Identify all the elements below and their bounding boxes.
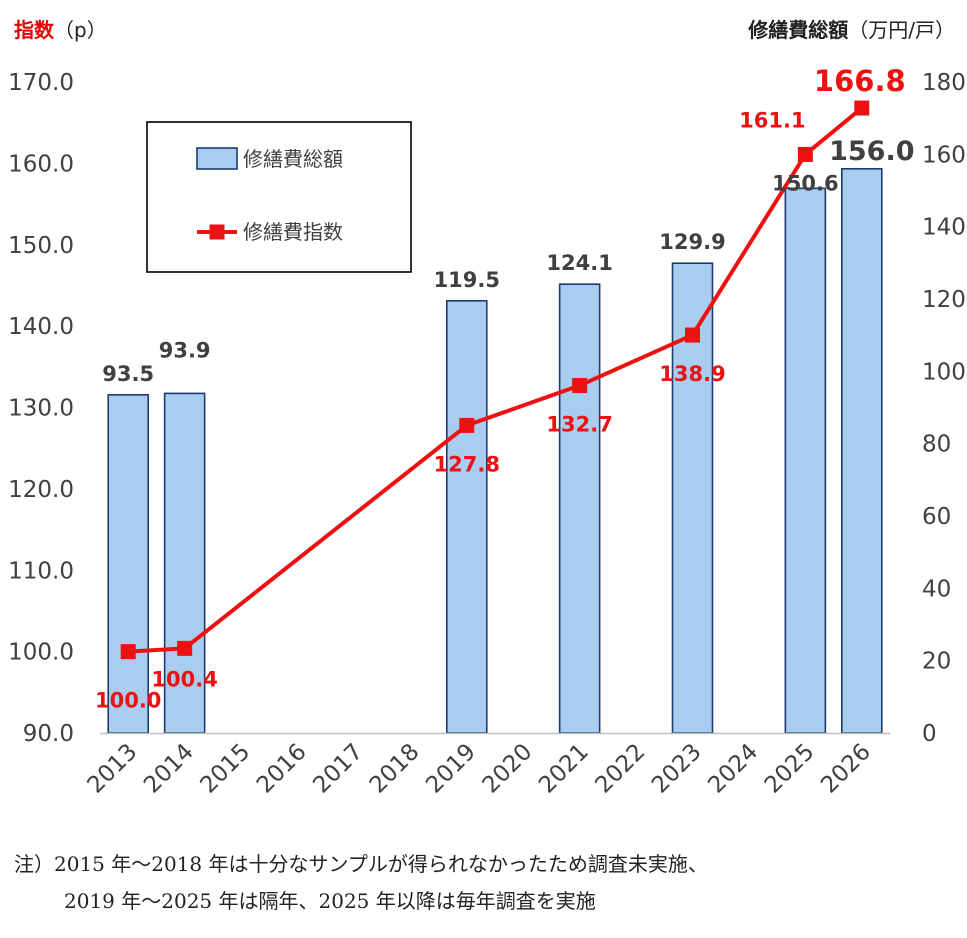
index-point-2026 [854,100,870,116]
x-tick-label-2016: 2016 [252,739,312,799]
right-axis-title: 修繕費総額（万円/戸） [748,18,955,42]
bar-value-label-2021: 124.1 [546,251,612,275]
right-tick-label: 120 [922,287,966,313]
bar-2019 [445,300,488,734]
x-tick-label-2022: 2022 [591,739,651,799]
left-tick-label: 170.0 [8,70,74,96]
legend-box [146,121,412,273]
index-value-label-2013: 100.0 [95,689,161,713]
bar-2025 [784,187,827,734]
bar-value-label-2013: 93.5 [102,362,154,386]
x-tick-label-2013: 2013 [83,739,143,799]
index-value-label-2019: 127.8 [434,452,500,476]
combo-chart: 90.0 100.0 110.0 120.0 130.0 140.0 150.0 160.0 1… [8,64,966,799]
bar-2021 [558,283,601,734]
right-tick-label: 100 [922,359,966,385]
legend-line-label: 修繕費指数 [243,220,343,244]
right-tick-label: 180 [922,70,966,96]
legend-line-marker [209,224,225,240]
index-value-label-2026: 166.8 [814,64,906,98]
footnote-line-1: 注）2015 年〜2018 年は十分なサンプルが得られなかったため調査未実施、 [14,852,708,876]
left-axis-title: 指数（p） [14,18,107,42]
left-tick-label: 140.0 [8,314,74,340]
x-tick-label-2014: 2014 [139,739,199,799]
x-tick-label-2023: 2023 [647,739,707,799]
index-value-label-2025: 161.1 [739,108,805,132]
left-tick-label: 130.0 [8,396,74,422]
x-tick-label-2015: 2015 [196,739,256,799]
right-tick-label: 40 [922,576,951,602]
bar-value-label-2023: 129.9 [659,230,725,254]
x-tick-label-2025: 2025 [760,739,820,799]
bar-2026 [840,168,883,734]
x-tick-label-2020: 2020 [478,739,538,799]
bar-2013 [107,394,150,734]
left-tick-label: 120.0 [8,477,74,503]
bar-value-label-2026: 156.0 [829,136,914,167]
index-point-2014 [177,640,193,656]
right-tick-label: 80 [922,432,951,458]
legend-bar-label: 修繕費総額 [243,147,343,171]
bar-2014 [163,392,206,734]
left-tick-label: 90.0 [23,721,74,747]
x-tick-label-2017: 2017 [308,739,368,799]
right-tick-label: 160 [922,142,966,168]
left-tick-label: 110.0 [8,558,74,584]
right-tick-label: 140 [922,215,966,241]
bar-value-label-2019: 119.5 [434,268,500,292]
index-point-2025 [797,146,813,162]
footnote: 注）2015 年〜2018 年は十分なサンプルが得られなかったため調査未実施、 … [14,846,708,920]
footnote-line-2: 2019 年〜2025 年は隔年、2025 年以降は毎年調査を実施 [64,889,596,913]
index-point-2019 [459,417,475,433]
right-tick-label: 20 [922,649,951,675]
bar-value-label-2014: 93.9 [159,338,211,362]
x-tick-label-2018: 2018 [365,739,425,799]
bar-value-label-2025: 150.6 [772,171,838,195]
legend-bar-swatch [196,147,238,170]
index-value-label-2014: 100.4 [151,667,217,691]
index-value-label-2023: 138.9 [659,362,725,386]
index-point-2021 [572,378,588,394]
x-tick-label-2024: 2024 [703,739,763,799]
x-tick-label-2021: 2021 [534,739,594,799]
left-tick-label: 150.0 [8,233,74,259]
index-point-2023 [685,327,700,343]
x-tick-label-2019: 2019 [421,739,481,799]
left-tick-label: 100.0 [8,640,74,666]
left-tick-label: 160.0 [8,151,74,177]
index-value-label-2021: 132.7 [546,413,612,437]
index-point-2013 [120,644,136,660]
right-tick-label: 60 [922,504,951,530]
x-tick-label-2026: 2026 [816,739,876,799]
right-tick-label: 0 [922,721,937,747]
